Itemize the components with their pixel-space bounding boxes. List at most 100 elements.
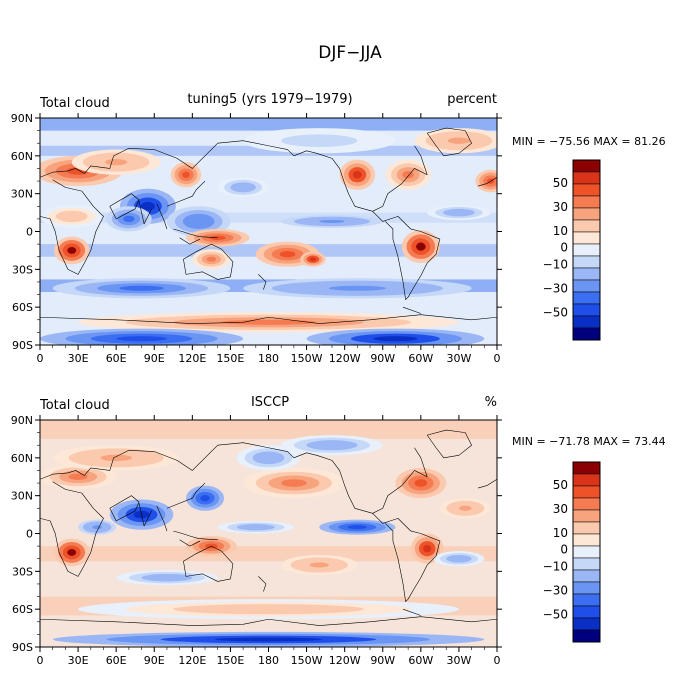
field-contour: [67, 246, 77, 254]
field-band: [40, 420, 497, 439]
colorbar-swatch: [572, 303, 601, 317]
colorbar-swatch: [572, 605, 601, 619]
colorbar-swatch: [572, 545, 601, 559]
coastline: [183, 244, 233, 279]
colorbar-label: 10: [553, 526, 568, 540]
panel-isccp-units: %: [485, 395, 497, 410]
colorbar-label: −10: [543, 257, 568, 271]
x-tick-label: 120W: [329, 654, 361, 667]
panel-isccp-x-axis: 0 30E 60E 90E 120E 150E 180 150W 120W 90W 60W 30W 0: [37, 415, 501, 667]
y-tick-label: 60S: [12, 301, 33, 314]
panel-model-map: [40, 118, 497, 345]
coastline: [427, 128, 471, 156]
colorbar-swatch: [572, 207, 601, 221]
colorbar-label: −50: [543, 607, 568, 621]
colorbar-swatch: [572, 497, 601, 511]
colorbar-swatch: [572, 521, 601, 535]
coastline: [40, 180, 103, 275]
field-contour: [63, 213, 80, 220]
colorbar-swatch: [572, 315, 601, 329]
field-contour: [220, 319, 317, 325]
y-tick-label: 90N: [11, 414, 33, 427]
panel-isccp: Total cloud ISCCP % MIN = −71.78 MAX = 7…: [11, 395, 666, 667]
coastline: [269, 448, 428, 514]
y-tick-label: 60N: [11, 150, 33, 163]
y-tick-label: 30N: [11, 188, 33, 201]
panel-model-y-axis: 90N 60N 30N 0 30S 60S 90S: [11, 112, 502, 352]
coastline: [40, 482, 103, 577]
x-tick-label: 0: [494, 654, 501, 667]
colorbar-label: 0: [560, 241, 568, 255]
x-tick-label: 60W: [408, 352, 433, 365]
panel-isccp-stats: MIN = −71.78 MAX = 73.44: [512, 435, 666, 448]
colorbar-swatch: [572, 557, 601, 571]
colorbar-label: 50: [553, 478, 568, 492]
colorbar-label: −10: [543, 559, 568, 573]
colorbar-swatch: [572, 219, 601, 233]
field-contour: [281, 479, 307, 487]
field-contour: [279, 251, 296, 258]
x-tick-label: 120E: [178, 352, 206, 365]
y-tick-label: 0: [26, 528, 33, 541]
coastline: [40, 315, 497, 324]
colorbar-swatch: [572, 593, 601, 607]
field-contour: [300, 137, 339, 144]
field-contour: [246, 525, 266, 529]
y-tick-label: 60N: [11, 452, 33, 465]
field-contour: [67, 548, 77, 556]
x-tick-label: 90W: [370, 352, 395, 365]
colorbar-swatch: [572, 159, 601, 173]
field-contour: [402, 170, 414, 179]
field-contour: [319, 442, 345, 448]
field-contour: [200, 495, 210, 502]
colorbar-swatch: [572, 473, 601, 487]
panel-isccp-y-axis: 90N 60N 30N 0 30S 60S 90S: [11, 414, 502, 654]
panel-isccp-left-label: Total cloud: [39, 398, 110, 413]
field-contour: [154, 575, 180, 580]
colorbar-label: 50: [553, 176, 568, 190]
colorbar-swatch: [572, 279, 601, 293]
colorbar-swatch: [572, 327, 601, 341]
coastline: [139, 201, 152, 224]
colorbar-swatch: [572, 533, 601, 547]
coastline: [478, 177, 497, 186]
panel-model-left-label: Total cloud: [39, 96, 110, 111]
coastline: [40, 141, 269, 178]
x-tick-label: 150E: [216, 352, 244, 365]
field-contour: [423, 544, 432, 553]
figure-title: DJF−JJA: [318, 43, 382, 63]
field-contour: [105, 158, 128, 166]
x-tick-label: 0: [37, 352, 44, 365]
colorbar-label: −30: [543, 583, 568, 597]
panel-isccp-title: ISCCP: [251, 395, 289, 410]
field-contour: [140, 201, 155, 211]
panel-model-x-axis: 0 30E 60E 90E 120E 150E 180 150W 120W 90W 60W 30W 0: [37, 113, 501, 365]
field-contour: [414, 479, 428, 487]
panel-model: Total cloud tuning5 (yrs 1979−1979) perc…: [11, 92, 666, 365]
colorbar-label: 10: [553, 224, 568, 238]
field-contour: [260, 454, 277, 461]
colorbar-swatch: [572, 461, 601, 475]
field-contour: [214, 637, 323, 642]
y-tick-label: 90N: [11, 112, 33, 125]
x-tick-label: 120E: [178, 654, 206, 667]
y-tick-label: 90S: [12, 339, 33, 352]
coastline: [478, 479, 497, 488]
x-tick-label: 30E: [68, 654, 89, 667]
panel-model-stats: MIN = −75.56 MAX = 81.26: [512, 135, 666, 148]
coastline: [167, 483, 205, 508]
field-contour: [416, 242, 426, 251]
colorbar-swatch: [572, 183, 601, 197]
coastline: [258, 576, 266, 591]
colorbar-swatch: [572, 569, 601, 583]
colorbar-label: 30: [553, 502, 568, 516]
panel-isccp-map: [40, 420, 497, 647]
colorbar-swatch: [572, 581, 601, 595]
y-tick-label: 30N: [11, 490, 33, 503]
x-tick-label: 90W: [370, 654, 395, 667]
coastline: [258, 274, 266, 289]
field-contour: [206, 256, 217, 262]
cloud-anomaly-field: [40, 118, 497, 345]
colorbar-label: 0: [560, 543, 568, 557]
x-tick-label: 30E: [68, 352, 89, 365]
